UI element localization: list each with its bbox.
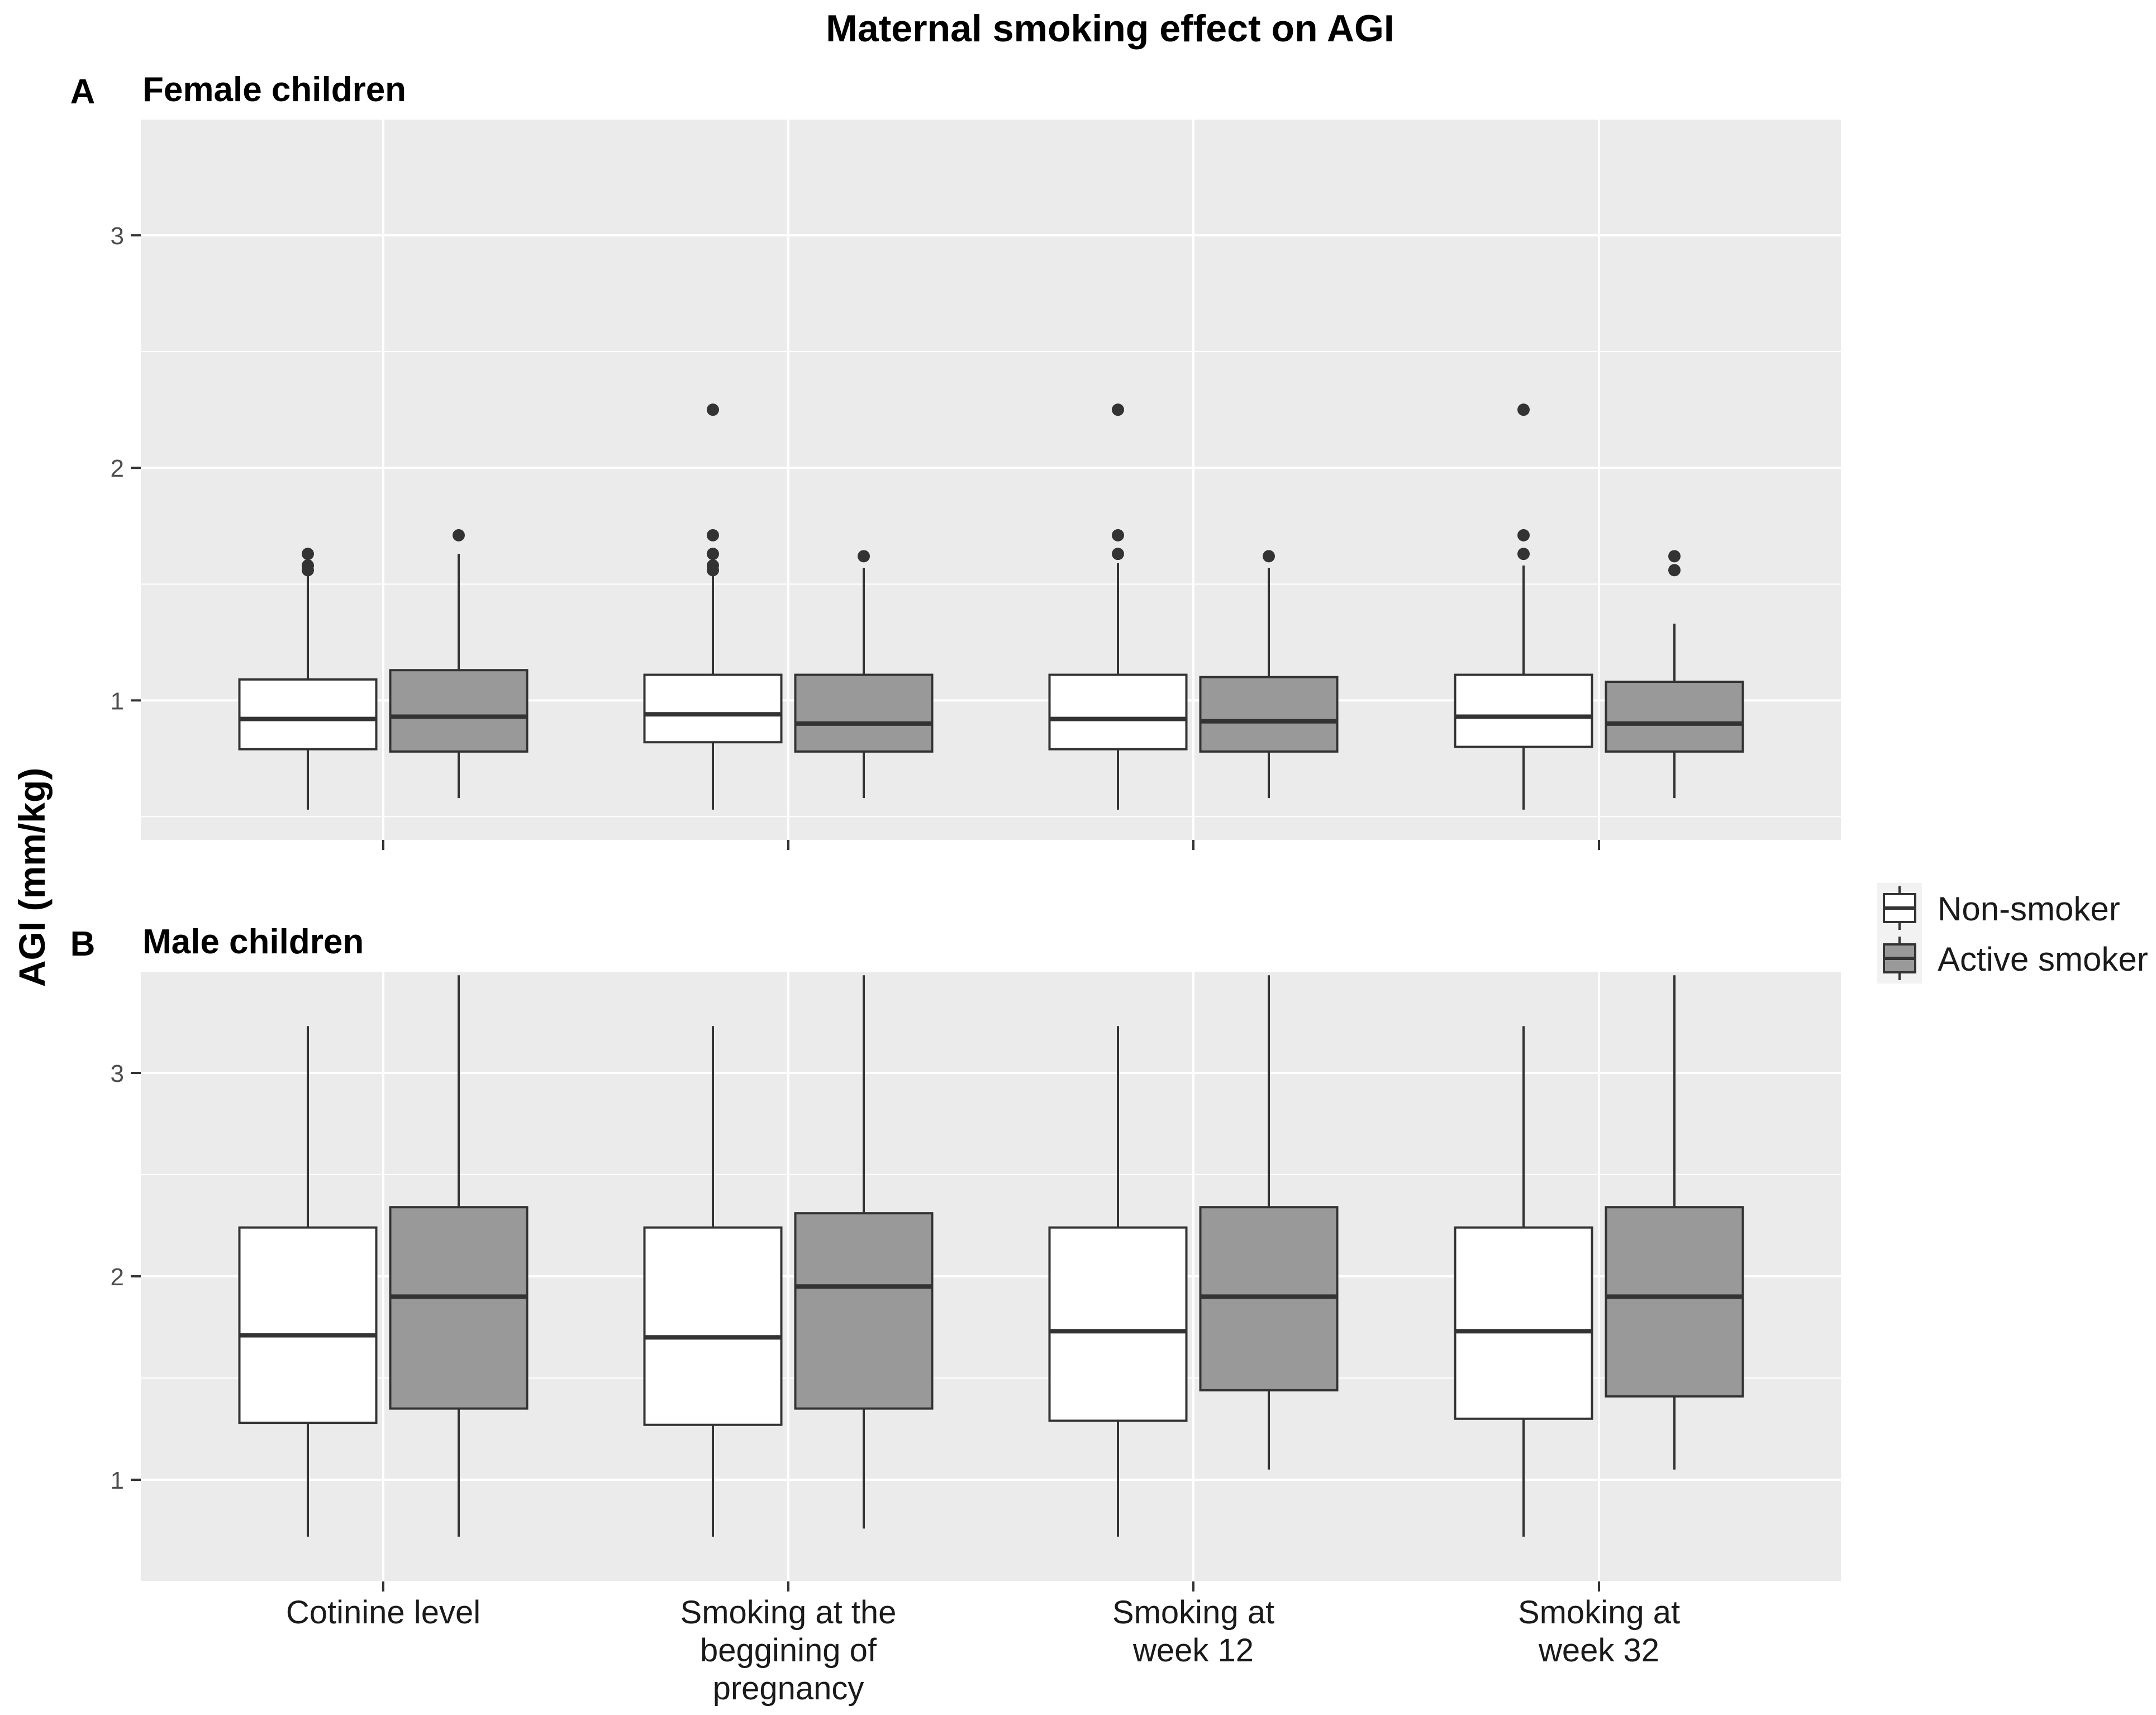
box-non-smoker	[643, 1026, 783, 1537]
box-non-smoker	[1454, 403, 1593, 810]
outlier-point	[1112, 548, 1124, 560]
outlier-point	[707, 548, 719, 560]
outlier-point	[1517, 403, 1530, 416]
box-non-smoker	[643, 403, 783, 810]
iqr-box	[238, 678, 378, 750]
box-active-smoker	[794, 550, 934, 799]
y-tick-label: 3	[111, 222, 124, 250]
panel-tag: B	[70, 925, 96, 963]
iqr-box	[1199, 676, 1339, 753]
panel-title: Male children	[142, 923, 364, 961]
y-tick-label: 2	[111, 455, 124, 482]
iqr-box	[1605, 681, 1744, 753]
iqr-box	[1454, 673, 1593, 748]
box-non-smoker	[238, 548, 378, 810]
iqr-box	[1048, 1226, 1188, 1422]
y-axis-label: AGI (mm/kg)	[11, 768, 53, 987]
x-tick-label: Smoking at the beggining of pregnancy	[680, 1594, 897, 1707]
panels-layer: 1 2 3 A Female children 1 2 3 B Male children	[70, 70, 1841, 1592]
iqr-box	[238, 1226, 378, 1424]
outlier-point	[707, 403, 719, 416]
legend-label: Active smoker	[1938, 940, 2148, 978]
box-active-smoker	[1199, 975, 1339, 1470]
chart-title: Maternal smoking effect on AGI	[826, 7, 1395, 50]
y-tick-label: 1	[111, 1467, 124, 1494]
iqr-box	[1454, 1226, 1593, 1420]
box-active-smoker	[1605, 975, 1744, 1470]
outlier-point	[707, 559, 719, 572]
panel-a: 1 2 3 A Female children	[70, 70, 1841, 850]
box-active-smoker	[389, 529, 529, 799]
y-tick-label: 3	[111, 1060, 124, 1087]
iqr-box	[643, 1226, 783, 1426]
x-tick-label: Smoking at week 32	[1518, 1594, 1680, 1669]
iqr-box	[389, 669, 529, 753]
iqr-box	[794, 673, 934, 753]
outlier-point	[1263, 550, 1275, 563]
outlier-point	[1112, 403, 1124, 416]
box-active-smoker	[1199, 550, 1339, 799]
legend-item-non-smoker: Non-smoker	[1877, 883, 2120, 933]
outlier-point	[453, 529, 465, 541]
iqr-box	[389, 1206, 529, 1410]
box-active-smoker	[1605, 550, 1744, 799]
outlier-point	[1668, 550, 1681, 563]
y-tick-label: 1	[111, 687, 124, 715]
panel-title: Female children	[142, 70, 406, 109]
box-non-smoker	[1454, 1026, 1593, 1537]
y-tick-label: 2	[111, 1263, 124, 1291]
outlier-point	[858, 550, 870, 563]
x-tick-label: Cotinine level	[286, 1594, 480, 1631]
outlier-point	[302, 548, 314, 560]
outlier-point	[302, 559, 314, 572]
panel-b: 1 2 3 B Male children	[70, 923, 1841, 1592]
box-non-smoker	[238, 1026, 378, 1537]
box-non-smoker	[1048, 403, 1188, 810]
x-tick-label: Smoking at week 12	[1112, 1594, 1274, 1669]
legend-item-active-smoker: Active smoker	[1877, 933, 2148, 984]
outlier-point	[1517, 548, 1530, 560]
box-non-smoker	[1048, 1026, 1188, 1537]
iqr-box	[1605, 1206, 1744, 1398]
x-tick-labels: Cotinine level Smoking at the beggining of…	[286, 1594, 1680, 1707]
outlier-point	[1668, 564, 1681, 577]
box-active-smoker	[389, 975, 529, 1537]
iqr-box	[794, 1212, 934, 1410]
legend: Non-smoker Active smoker	[1877, 883, 2148, 984]
outlier-point	[1517, 529, 1530, 541]
box-active-smoker	[794, 975, 934, 1529]
legend-label: Non-smoker	[1938, 890, 2120, 928]
outlier-point	[707, 529, 719, 541]
iqr-box	[1048, 673, 1188, 750]
panel-tag: A	[70, 73, 96, 111]
outlier-point	[1112, 529, 1124, 541]
iqr-box	[643, 673, 783, 744]
